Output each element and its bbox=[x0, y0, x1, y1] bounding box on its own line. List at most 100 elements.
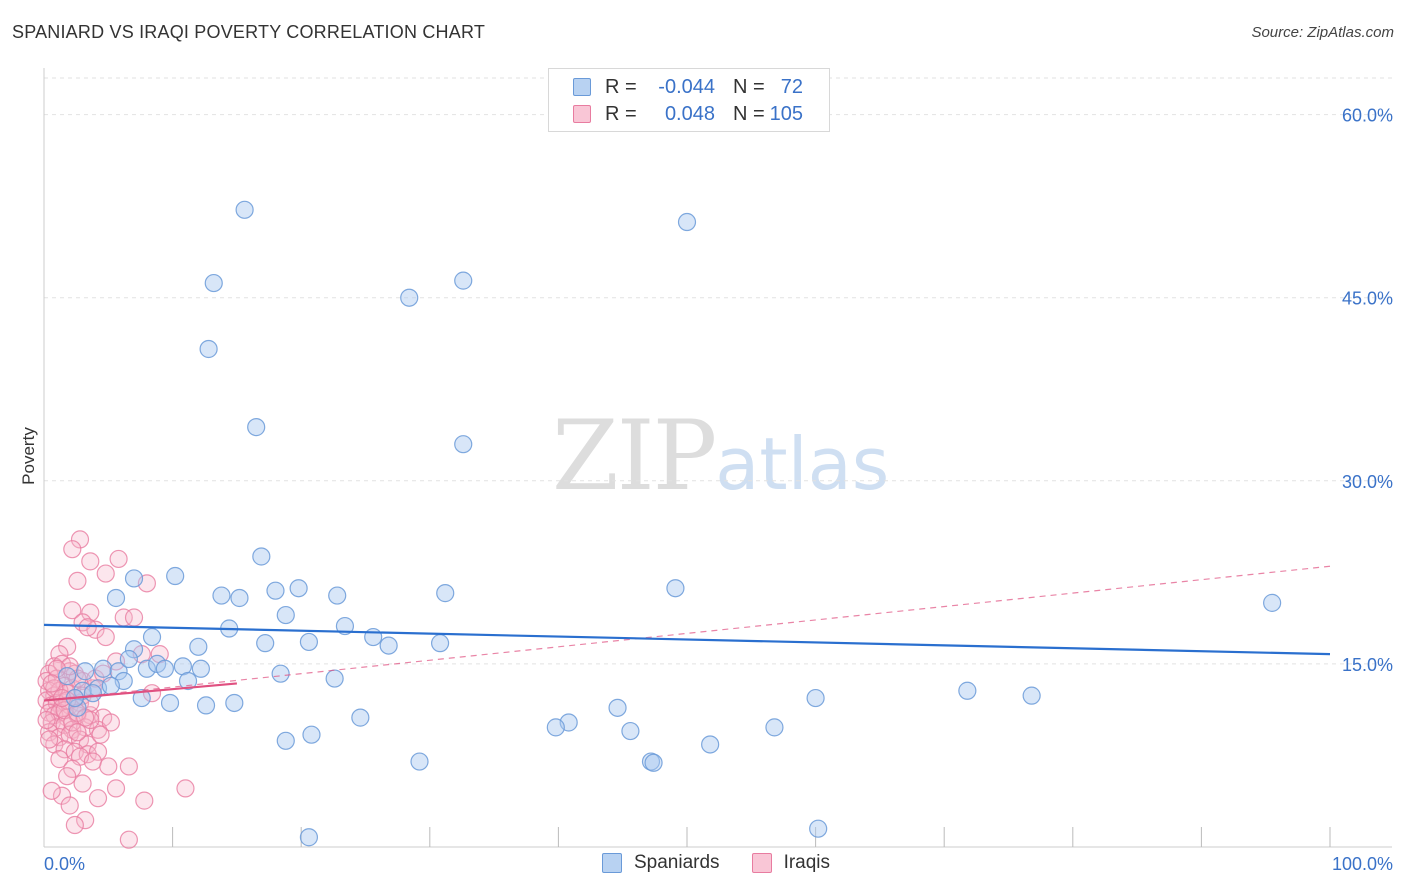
iraqi-point bbox=[42, 781, 61, 800]
r-label: R = bbox=[605, 75, 637, 98]
spaniard-point bbox=[400, 288, 419, 307]
spaniard-point bbox=[58, 667, 77, 686]
iraqi-point bbox=[52, 786, 72, 805]
y-tick-label: 15.0% bbox=[1342, 655, 1393, 675]
iraqi-point bbox=[40, 730, 59, 749]
spaniard-point bbox=[677, 212, 697, 232]
stats-legend: R = -0.044 N = 72 R = 0.048 N = 105 bbox=[548, 68, 830, 132]
spaniard-point bbox=[271, 664, 290, 683]
spaniards-trend-line bbox=[43, 623, 1331, 656]
legend-item-spaniards[interactable]: Spaniards bbox=[602, 852, 720, 874]
legend-row-iraqis: R = 0.048 N = 105 bbox=[573, 101, 803, 127]
r-label: R = bbox=[605, 102, 637, 125]
n-label: N = bbox=[733, 102, 765, 125]
iraqi-point bbox=[83, 752, 102, 771]
r-value: 0.048 bbox=[664, 102, 715, 125]
spaniard-point bbox=[276, 731, 295, 750]
legend-item-iraqis[interactable]: Iraqis bbox=[751, 852, 830, 874]
spaniard-point bbox=[160, 693, 180, 713]
iraqi-point bbox=[70, 530, 90, 549]
spaniard-point bbox=[225, 693, 244, 713]
iraqi-point bbox=[101, 713, 120, 732]
spaniard-point bbox=[1263, 593, 1282, 612]
n-value: 105 bbox=[769, 102, 803, 125]
iraqi-point bbox=[96, 564, 115, 583]
iraqi-point bbox=[106, 779, 126, 798]
iraqi-point bbox=[109, 549, 128, 569]
spaniard-point bbox=[379, 636, 398, 655]
iraqi-point bbox=[68, 723, 87, 742]
watermark-zip: ZIP bbox=[552, 400, 717, 512]
iraqi-point bbox=[81, 552, 100, 571]
iraqi-point bbox=[45, 679, 64, 698]
iraqi-point bbox=[60, 796, 79, 815]
iraqi-point bbox=[135, 791, 154, 810]
spaniard-point bbox=[178, 671, 198, 691]
spaniard-point bbox=[266, 581, 285, 600]
spaniard-point bbox=[364, 627, 383, 647]
spaniard-point bbox=[166, 566, 185, 586]
iraqi-point bbox=[176, 779, 195, 798]
spaniard-point bbox=[351, 708, 370, 727]
spaniard-point bbox=[335, 616, 355, 636]
spaniard-point bbox=[124, 569, 144, 588]
iraqis-trend-line bbox=[43, 682, 237, 702]
spaniard-point bbox=[137, 659, 156, 678]
axes bbox=[43, 68, 1392, 848]
iraqi-point bbox=[91, 725, 110, 744]
spaniard-point bbox=[276, 605, 295, 625]
iraqi-point bbox=[124, 608, 144, 627]
spaniard-point bbox=[328, 586, 347, 605]
iraqi-point bbox=[119, 757, 138, 776]
spaniard-point bbox=[106, 588, 126, 608]
spaniard-point bbox=[119, 649, 138, 669]
spaniard-point bbox=[109, 662, 128, 681]
iraqi-point bbox=[76, 811, 95, 830]
iraqi-point bbox=[65, 815, 84, 835]
spaniard-point bbox=[806, 688, 825, 708]
spaniard-point bbox=[299, 828, 319, 847]
spaniard-point bbox=[621, 721, 640, 741]
spaniard-point bbox=[191, 659, 210, 678]
spaniard-point bbox=[436, 584, 455, 603]
spaniard-point bbox=[124, 640, 144, 659]
spaniard-point bbox=[132, 688, 151, 708]
spaniard-point bbox=[199, 339, 218, 359]
spaniard-point bbox=[256, 634, 275, 653]
iraqis-trend-dashed bbox=[43, 565, 1331, 702]
iraqi-point bbox=[88, 789, 108, 808]
spaniard-point bbox=[765, 718, 784, 737]
spaniard-point bbox=[325, 669, 344, 688]
y-tick-label: 45.0% bbox=[1342, 289, 1393, 309]
spaniard-point bbox=[212, 586, 231, 605]
iraqi-point bbox=[63, 540, 82, 559]
trend-lines bbox=[43, 565, 1331, 702]
legend-label-spaniards: Spaniards bbox=[634, 852, 720, 873]
iraqi-point bbox=[81, 603, 100, 622]
spaniard-point bbox=[204, 273, 223, 293]
y-tick-label: 30.0% bbox=[1342, 472, 1393, 492]
spaniard-point bbox=[155, 659, 174, 678]
spaniard-point bbox=[958, 681, 977, 700]
spaniard-point bbox=[196, 696, 216, 715]
spaniard-point bbox=[546, 718, 565, 737]
watermark-atlas: atlas bbox=[715, 422, 890, 506]
chart-title: SPANIARD VS IRAQI POVERTY CORRELATION CH… bbox=[12, 22, 486, 42]
iraqi-point bbox=[68, 571, 87, 591]
spaniard-point bbox=[454, 271, 473, 290]
spaniard-point bbox=[302, 725, 321, 744]
spaniard-point bbox=[76, 662, 95, 681]
spaniard-point bbox=[83, 684, 102, 703]
iraqis-swatch bbox=[573, 105, 591, 123]
source-label: Source: ZipAtlas.com bbox=[1251, 24, 1394, 41]
spaniards-swatch bbox=[602, 853, 622, 873]
spaniard-point bbox=[230, 588, 249, 608]
n-value: 72 bbox=[780, 75, 803, 98]
watermark: ZIPatlas bbox=[552, 400, 889, 512]
series-legend: Spaniards Iraqis bbox=[602, 852, 862, 874]
spaniard-point bbox=[809, 819, 828, 838]
spaniard-point bbox=[235, 200, 254, 219]
spaniard-point bbox=[247, 418, 266, 437]
y-tick-label: 60.0% bbox=[1342, 106, 1393, 126]
